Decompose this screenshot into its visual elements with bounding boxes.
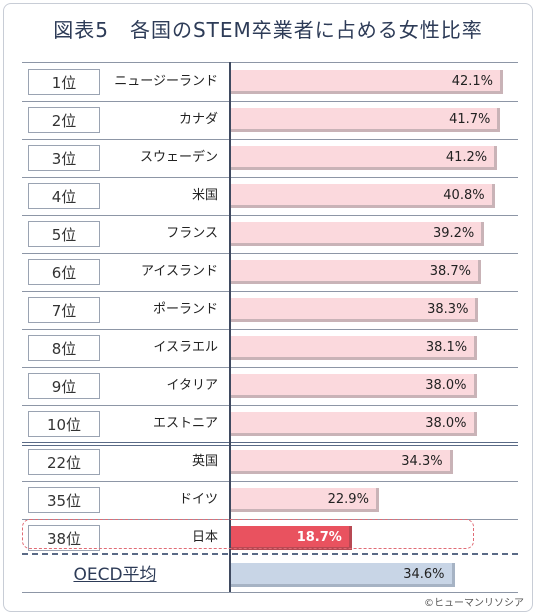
credit-text: ©ヒューマンリソシア	[424, 598, 524, 609]
rank-label: 7位	[28, 297, 100, 323]
rank-label: 9位	[28, 373, 100, 399]
bar-value-label: 18.7%	[296, 530, 342, 545]
average-bar	[231, 563, 455, 587]
rank-label: 10位	[28, 411, 100, 437]
country-label: エストニア	[152, 416, 218, 431]
rank-label: 1位	[28, 69, 100, 95]
bar	[231, 146, 498, 170]
rank-label: 5位	[28, 221, 100, 247]
oecd-average-label: OECD平均	[73, 565, 157, 585]
country-label: 日本	[191, 530, 218, 545]
axis-line	[229, 62, 231, 592]
rank-label: 3位	[28, 145, 100, 171]
rank-label: 4位	[28, 183, 100, 209]
row-line	[22, 367, 518, 368]
country-label: イタリア	[166, 378, 218, 393]
country-label: スウェーデン	[139, 150, 218, 165]
country-label: イスラエル	[153, 340, 218, 355]
row-line	[22, 481, 518, 482]
rank-label: 38位	[28, 525, 100, 551]
row-line	[22, 592, 518, 593]
row-line	[22, 101, 518, 102]
bar-value-label: 34.3%	[401, 454, 443, 469]
country-label: フランス	[166, 226, 218, 241]
average-value-label: 34.6%	[403, 567, 445, 582]
row-line	[22, 177, 518, 178]
rank-label: 35位	[28, 487, 100, 513]
bar	[231, 336, 478, 360]
row-line	[22, 139, 518, 140]
bar	[231, 450, 453, 474]
bar-value-label: 22.9%	[327, 492, 369, 507]
country-label: アイスランド	[141, 264, 218, 279]
row-line	[22, 253, 518, 254]
bar	[231, 70, 503, 94]
row-line	[22, 405, 518, 406]
bar	[231, 488, 379, 512]
bar-value-label: 42.1%	[451, 74, 493, 89]
bar	[231, 184, 495, 208]
bar	[231, 374, 477, 398]
country-label: ドイツ	[178, 492, 218, 507]
bar-value-label: 38.1%	[425, 340, 468, 355]
japan-highlight-box	[22, 519, 474, 549]
country-label: 米国	[191, 188, 218, 203]
row-line	[22, 291, 518, 292]
country-label: カナダ	[178, 112, 218, 127]
bar-value-label: 38.0%	[425, 378, 467, 393]
bar	[231, 108, 501, 132]
country-label: 英国	[191, 454, 218, 469]
bar	[231, 222, 485, 246]
rank-label: 22位	[28, 449, 100, 475]
bar	[231, 412, 477, 436]
country-label: ポーランド	[152, 302, 218, 317]
bar-value-label: 41.2%	[445, 150, 488, 165]
country-label: ニュージーランド	[114, 74, 218, 89]
row-line	[22, 215, 518, 216]
bar	[231, 298, 479, 322]
chart-title: 図表5 各国のSTEM卒業者に占める女性比率	[53, 18, 483, 42]
average-divider	[22, 553, 518, 555]
bar-value-label: 38.7%	[429, 264, 472, 279]
rank-label: 2位	[28, 107, 100, 133]
rank-label: 6位	[28, 259, 100, 285]
rank-label: 8位	[28, 335, 100, 361]
group-divider	[22, 442, 518, 446]
bar-value-label: 41.7%	[449, 112, 491, 127]
bar-value-label: 38.0%	[425, 416, 467, 431]
row-line	[22, 62, 518, 63]
row-line	[22, 329, 518, 330]
bar	[231, 260, 482, 284]
bar-value-label: 39.2%	[432, 226, 475, 241]
bar-value-label: 40.8%	[443, 188, 485, 203]
bar-value-label: 38.3%	[427, 302, 469, 317]
